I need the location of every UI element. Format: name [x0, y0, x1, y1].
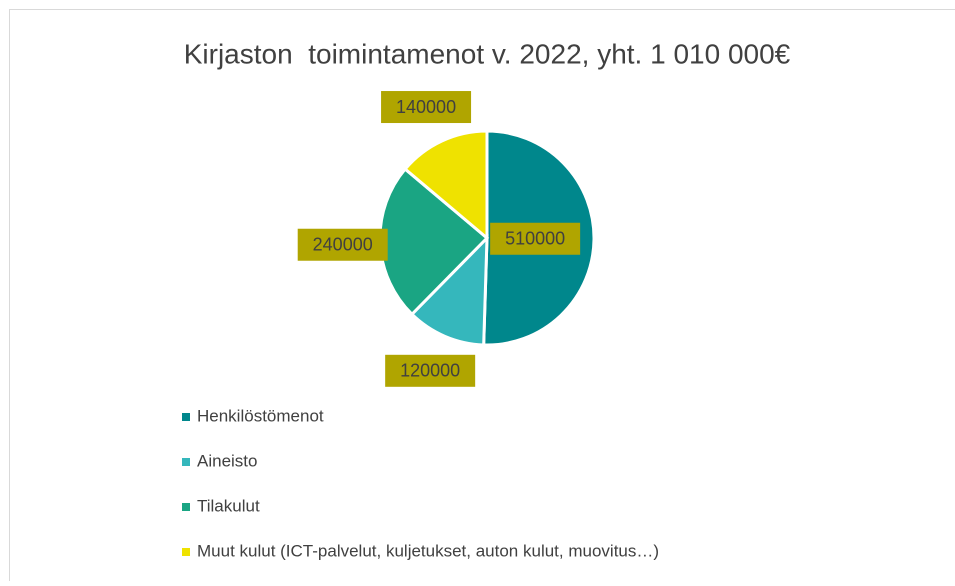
legend-swatch: [182, 503, 190, 511]
data-label: 240000: [313, 234, 373, 254]
legend-swatch: [182, 413, 190, 421]
legend-swatch: [182, 458, 190, 466]
data-label: 120000: [400, 361, 460, 381]
legend-label: Tilakulut: [197, 496, 260, 515]
chart-title: Kirjaston toimintamenot v. 2022, yht. 1 …: [184, 38, 791, 69]
legend-swatch: [182, 548, 190, 556]
legend-label: Henkilöstömenot: [197, 406, 324, 425]
legend-label: Muut kulut (ICT-palvelut, kuljetukset, a…: [197, 541, 659, 560]
data-label: 510000: [505, 228, 565, 248]
legend-label: Aineisto: [197, 451, 257, 470]
data-label: 140000: [396, 97, 456, 117]
